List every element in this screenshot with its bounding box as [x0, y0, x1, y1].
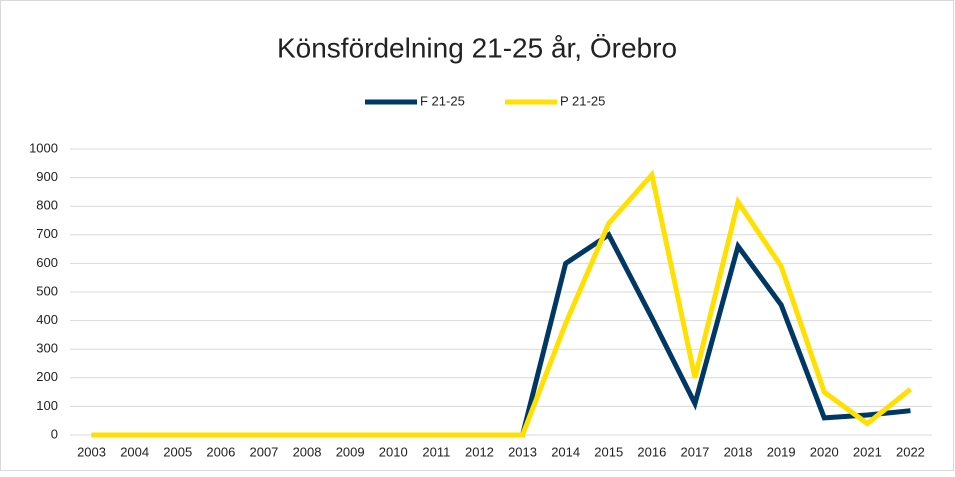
y-tick-label: 800: [36, 198, 58, 213]
y-tick-label: 1000: [29, 140, 58, 155]
y-tick-label: 700: [36, 226, 58, 241]
x-tick-label: 2008: [293, 444, 322, 459]
x-tick-label: 2011: [422, 444, 450, 459]
x-tick-label: 2015: [594, 444, 623, 459]
x-tick-label: 2013: [508, 444, 537, 459]
x-tick-label: 2020: [810, 444, 839, 459]
x-tick-label: 2014: [551, 444, 580, 459]
y-tick-label: 100: [36, 398, 58, 413]
x-tick-label: 2005: [163, 444, 192, 459]
y-tick-label: 900: [36, 169, 58, 184]
series-line: [91, 169, 913, 438]
x-tick-label: 2018: [724, 444, 753, 459]
x-tick-label: 2016: [637, 444, 666, 459]
y-tick-label: 300: [36, 341, 58, 356]
y-tick-label: 600: [36, 255, 58, 270]
x-tick-label: 2006: [206, 444, 235, 459]
y-tick-label: 500: [36, 283, 58, 298]
x-tick-label: 2012: [465, 444, 494, 459]
chart-title: Könsfördelning 21-25 år, Örebro: [277, 32, 677, 63]
x-tick-label: 2007: [249, 444, 278, 459]
x-tick-label: 2021: [853, 444, 882, 459]
y-tick-label: 400: [36, 312, 58, 327]
x-tick-label: 2022: [896, 444, 925, 459]
x-tick-label: 2009: [336, 444, 365, 459]
x-tick-label: 2010: [379, 444, 408, 459]
legend-label: P 21-25: [560, 93, 605, 108]
x-tick-label: 2017: [680, 444, 709, 459]
x-tick-label: 2004: [120, 444, 149, 459]
x-tick-label: 2003: [77, 444, 106, 459]
y-tick-label: 0: [51, 426, 58, 441]
x-tick-label: 2019: [767, 444, 796, 459]
legend-label: F 21-25: [420, 93, 465, 108]
y-tick-label: 200: [36, 369, 58, 384]
